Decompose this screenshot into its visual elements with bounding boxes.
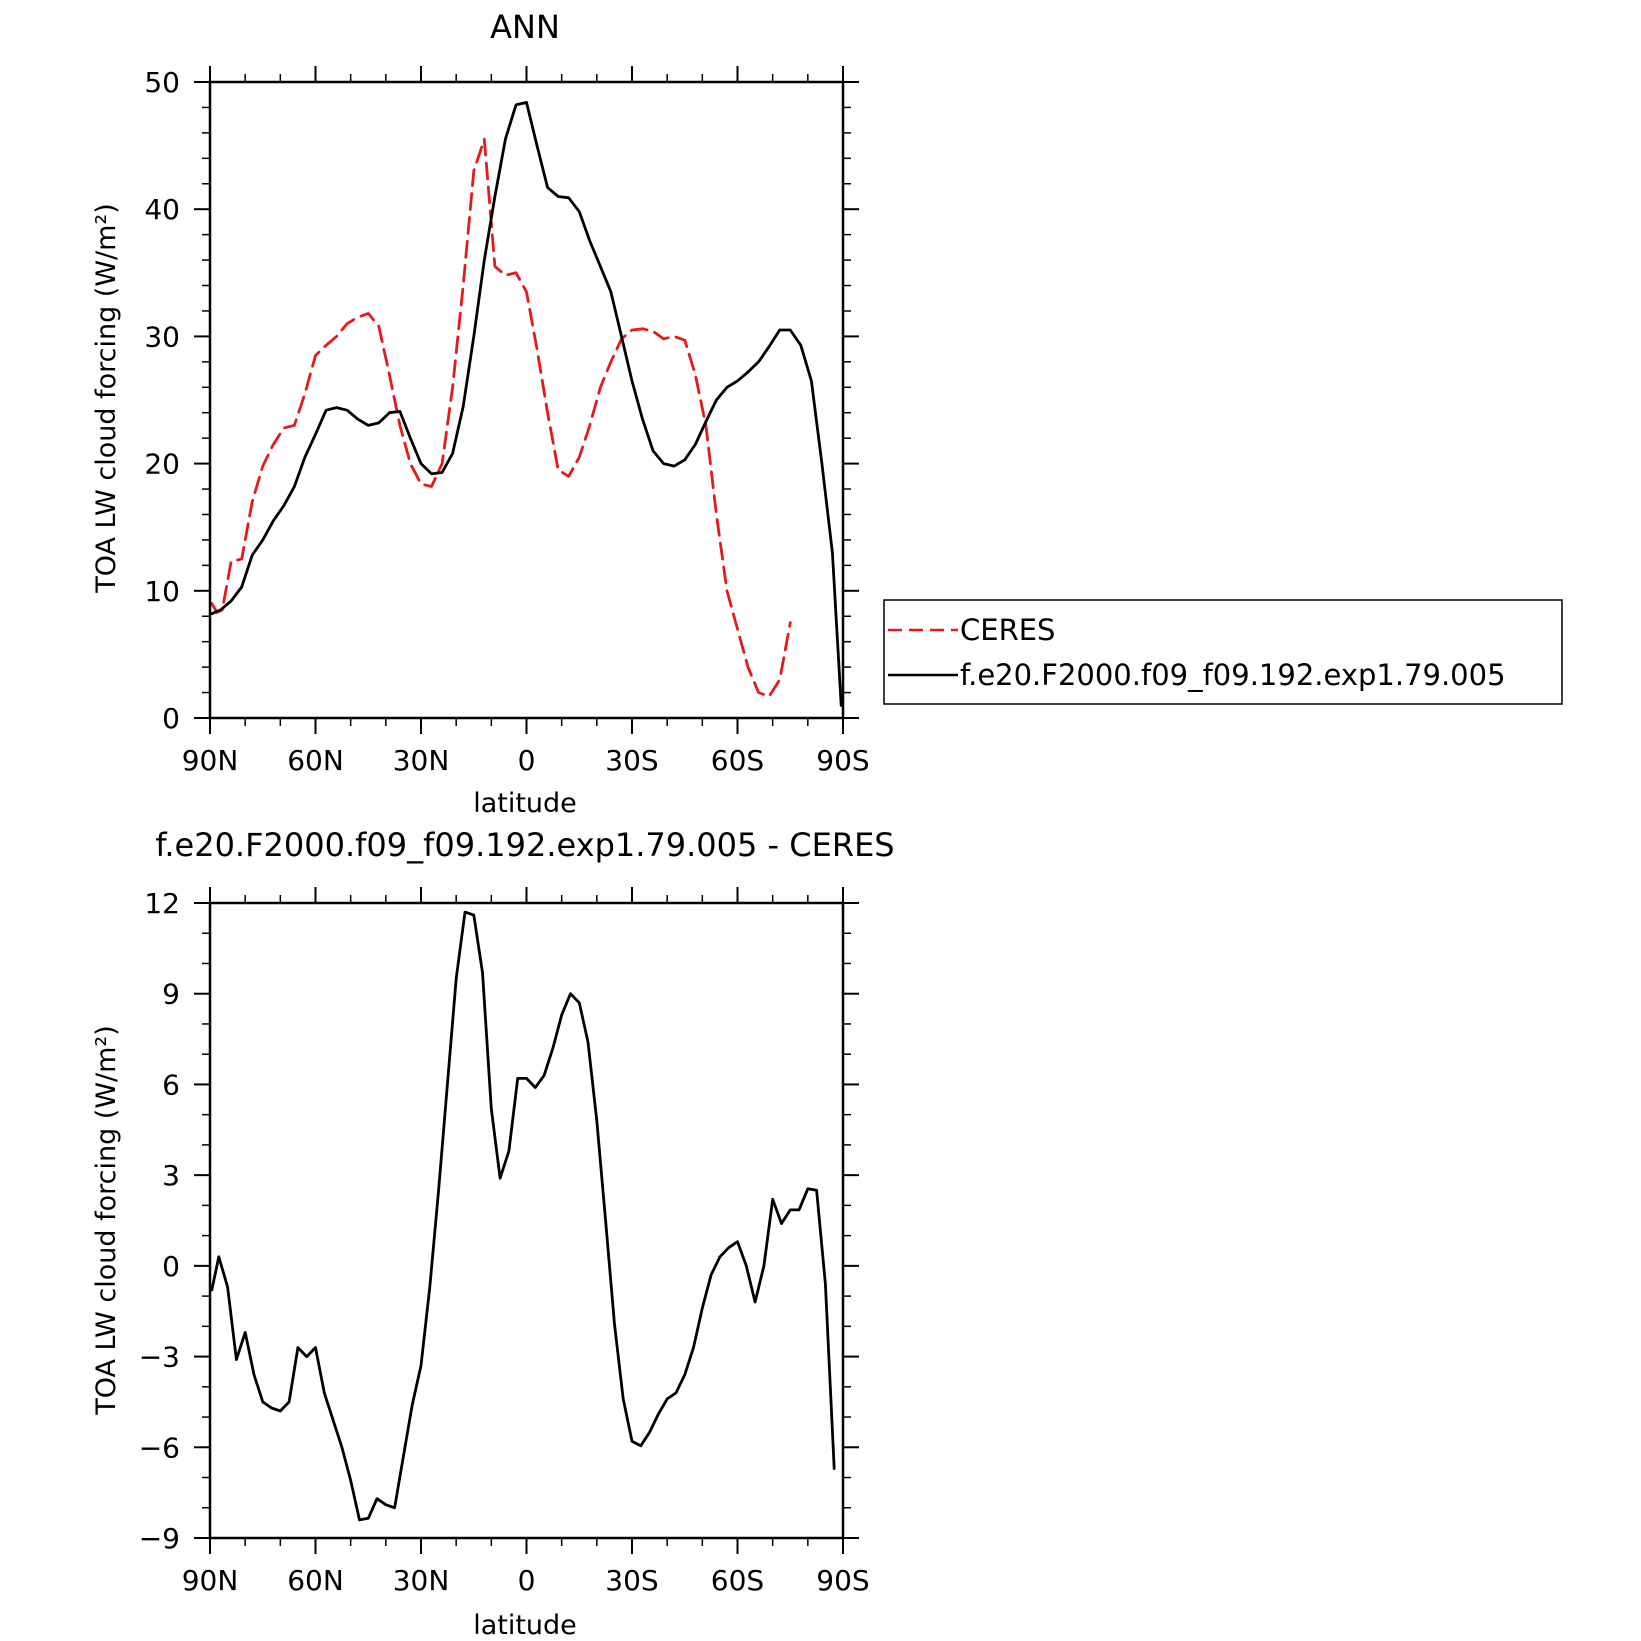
axis-ticks: 90N 60N 30N 0 30S 60S 90S −9 −6 −3 0 3 6 9 12 <box>139 887 870 1597</box>
chart-title: ANN <box>490 8 560 46</box>
series-group <box>210 910 836 1522</box>
y-tick-label: −9 <box>139 1522 180 1555</box>
y-axis-label: TOA LW cloud forcing (W/m²) <box>91 1025 122 1416</box>
x-tick-label: 30S <box>605 744 658 777</box>
series-group <box>210 101 843 707</box>
y-tick-label: −3 <box>139 1341 180 1374</box>
x-tick-label: 90N <box>182 744 239 777</box>
y-tick-label: 40 <box>144 193 180 226</box>
x-tick-label: 60N <box>287 744 344 777</box>
y-axis-label: TOA LW cloud forcing (W/m²) <box>91 203 122 594</box>
x-tick-label: 90S <box>816 1564 869 1597</box>
series-line-0 <box>210 910 836 1522</box>
chart-difference: f.e20.F2000.f09_f09.192.exp1.79.005 - CE… <box>91 826 895 1641</box>
y-tick-label: 6 <box>162 1068 180 1101</box>
legend-label-model: f.e20.F2000.f09_f09.192.exp1.79.005 <box>960 658 1506 692</box>
y-tick-label: 20 <box>144 448 180 481</box>
y-tick-label: 30 <box>144 320 180 353</box>
y-tick-label: 3 <box>162 1159 180 1192</box>
plot-frame <box>208 901 845 1540</box>
x-tick-label: 90N <box>182 1564 239 1597</box>
x-tick-label: 0 <box>518 744 536 777</box>
y-tick-label: 12 <box>144 887 180 920</box>
x-axis-label: latitude <box>473 788 577 819</box>
chart-annual-mean: ANN latitude TOA LW cloud forcing (W/m²)… <box>91 8 870 819</box>
legend: CERES f.e20.F2000.f09_f09.192.exp1.79.00… <box>883 599 1563 705</box>
x-tick-label: 30N <box>393 744 450 777</box>
x-tick-label: 30N <box>393 1564 450 1597</box>
x-axis-label: latitude <box>473 1610 577 1641</box>
plot-frame <box>208 80 845 720</box>
legend-label-ceres: CERES <box>960 613 1055 647</box>
x-tick-label: 30S <box>605 1564 658 1597</box>
axis-ticks: 90N 60N 30N 0 30S 60S 90S 0 10 20 30 40 50 <box>144 66 870 777</box>
y-tick-label: 50 <box>144 66 180 99</box>
y-tick-label: −6 <box>139 1431 180 1464</box>
y-tick-label: 0 <box>162 1250 180 1283</box>
x-tick-label: 90S <box>816 744 869 777</box>
chart-title: f.e20.F2000.f09_f09.192.exp1.79.005 - CE… <box>155 826 894 864</box>
y-tick-label: 0 <box>162 702 180 735</box>
y-tick-label: 9 <box>162 978 180 1011</box>
x-tick-label: 60N <box>287 1564 344 1597</box>
series-line-0 <box>210 137 792 698</box>
x-tick-label: 0 <box>518 1564 536 1597</box>
series-line-1 <box>210 101 843 707</box>
x-tick-label: 60S <box>711 744 764 777</box>
legend-box <box>883 599 1563 705</box>
x-tick-label: 60S <box>711 1564 764 1597</box>
y-tick-label: 10 <box>144 575 180 608</box>
